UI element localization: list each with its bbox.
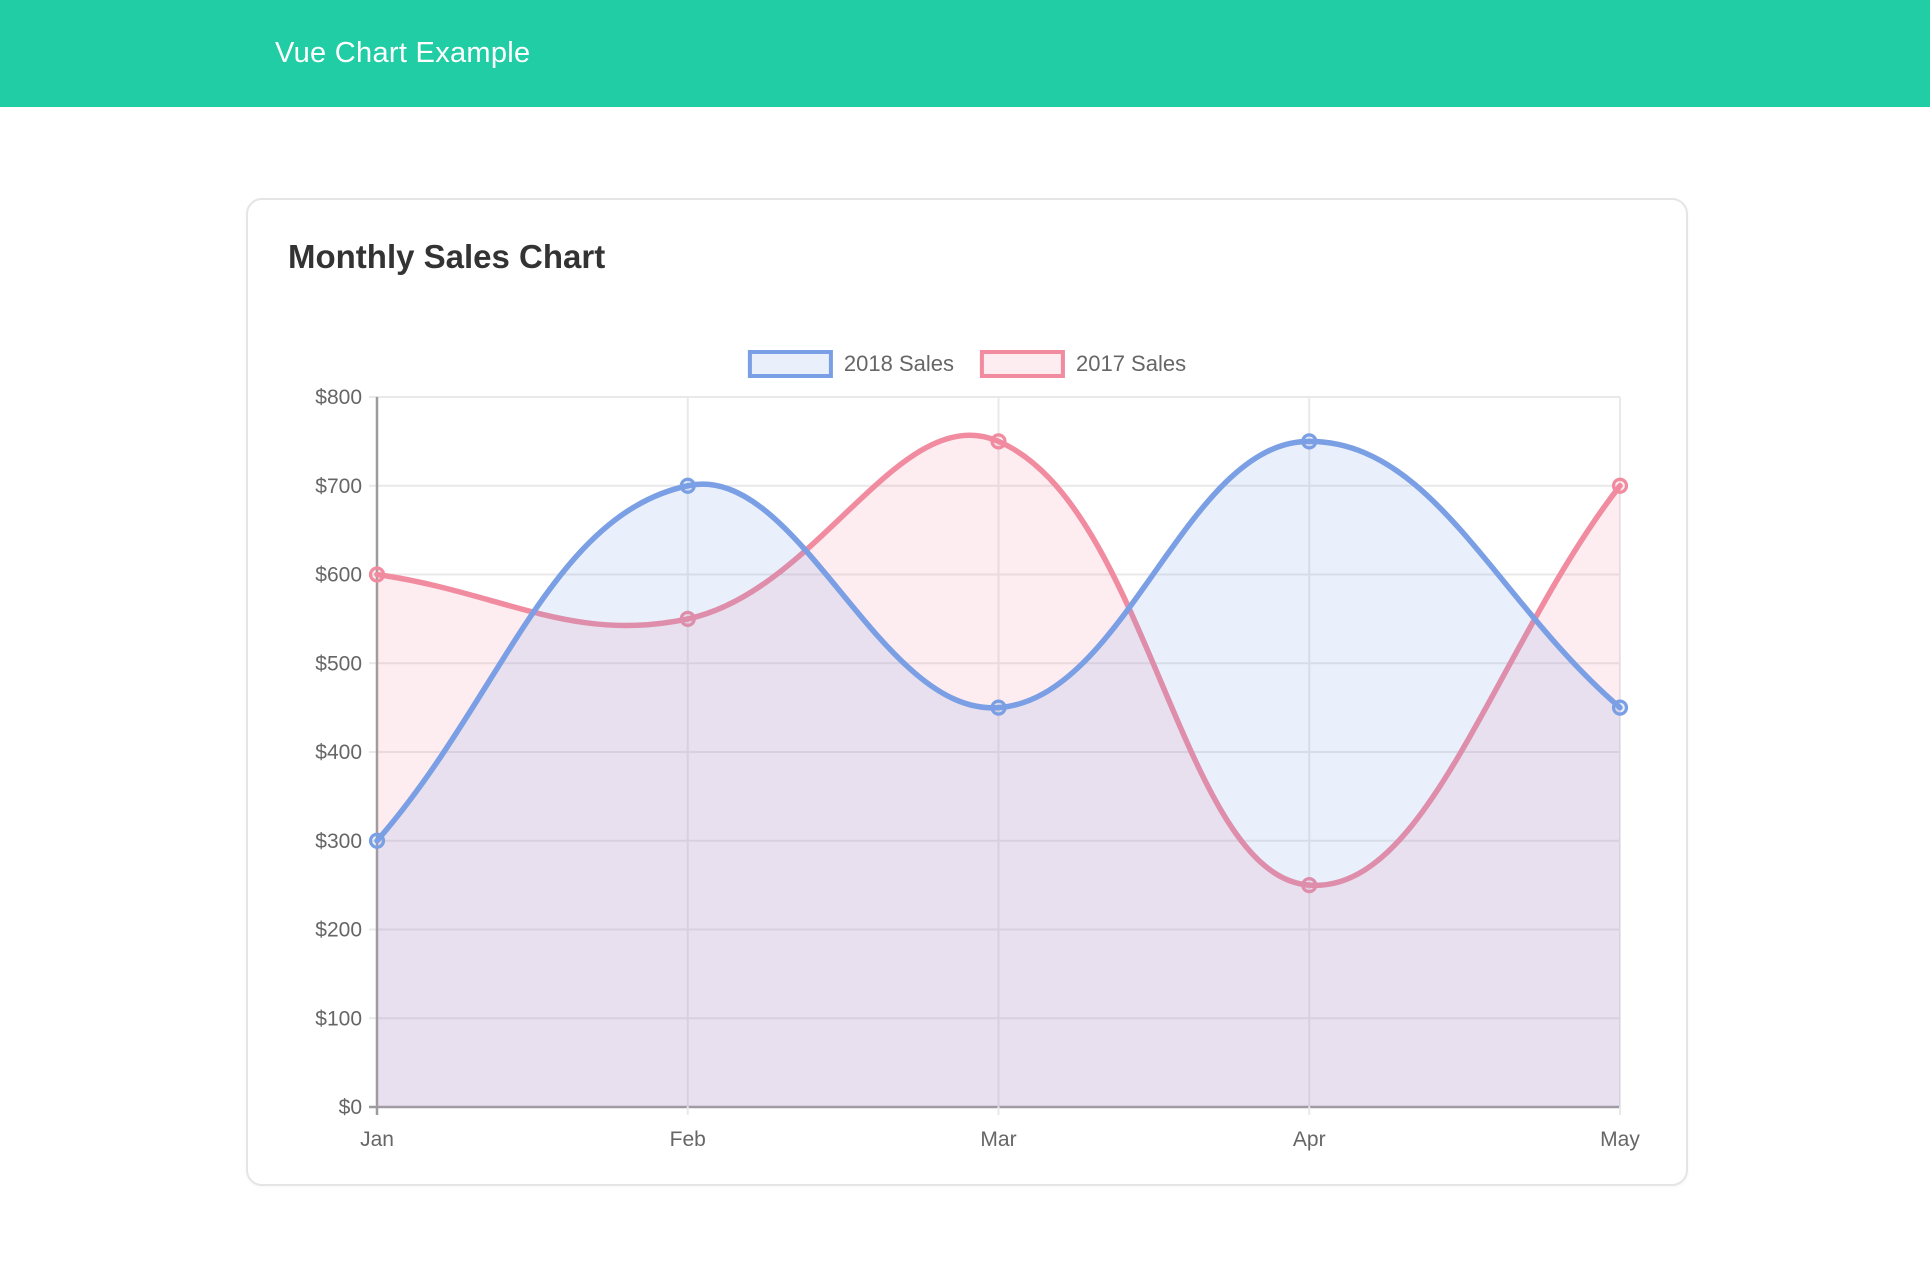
y-axis-tick-label: $200	[315, 919, 362, 942]
x-axis-tick-label: Mar	[980, 1128, 1016, 1151]
y-axis-tick-label: $0	[339, 1096, 362, 1119]
data-point-2018-sales[interactable]	[679, 477, 696, 494]
y-axis-tick-label: $300	[315, 830, 362, 853]
legend-label: 2018 Sales	[843, 351, 954, 376]
data-point-2017-sales[interactable]	[679, 610, 696, 627]
y-axis-tick-label: $800	[315, 386, 362, 409]
data-point-2018-sales[interactable]	[1611, 699, 1629, 716]
sales-chart-svg[interactable]: $0 $100 $200 $300 $400 $500 $600 $700 $800 Jan Feb…	[248, 200, 1690, 1188]
legend-swatch	[980, 350, 1065, 378]
y-axis-tick-label: $400	[315, 741, 362, 764]
area-2018-sales	[377, 441, 1620, 1107]
x-axis-tick-label: Apr	[1293, 1128, 1326, 1151]
chart-title: Monthly Sales Chart	[288, 238, 606, 275]
line-2017-sales	[374, 432, 1623, 888]
chart-legend: 2018 Sales 2017 Sales	[747, 350, 1186, 378]
x-axis-tick-label: Jan	[360, 1128, 394, 1151]
y-axis-tick-label: $600	[315, 564, 362, 587]
x-axis-tick-label: May	[1600, 1128, 1640, 1151]
chart-card: Monthly Sales Chart 2018 Sales 2017 Sales…	[246, 198, 1688, 1186]
y-axis-tick-label: $500	[315, 652, 362, 675]
data-point-2018-sales[interactable]	[368, 832, 386, 849]
data-point-2017-sales[interactable]	[1301, 877, 1318, 894]
data-point-2018-sales[interactable]	[1301, 433, 1318, 450]
legend-item-2018-sales[interactable]: 2018 Sales	[747, 350, 954, 378]
legend-item-2017-sales[interactable]: 2017 Sales	[980, 350, 1186, 378]
y-axis-tick-label: $100	[315, 1007, 362, 1030]
line-2018-sales	[374, 438, 1623, 844]
data-point-2018-sales[interactable]	[990, 699, 1007, 716]
area-2017-sales	[377, 435, 1620, 1107]
data-point-2017-sales[interactable]	[1611, 477, 1629, 494]
legend-swatch	[747, 350, 833, 378]
app-title: Vue Chart Example	[275, 37, 531, 69]
legend-label: 2017 Sales	[1076, 351, 1187, 376]
x-axis-tick-label: Feb	[670, 1128, 706, 1151]
app-header: Vue Chart Example	[0, 0, 1930, 107]
data-point-2017-sales[interactable]	[990, 433, 1007, 450]
data-point-2017-sales[interactable]	[368, 566, 386, 583]
y-axis-tick-label: $700	[315, 475, 362, 498]
